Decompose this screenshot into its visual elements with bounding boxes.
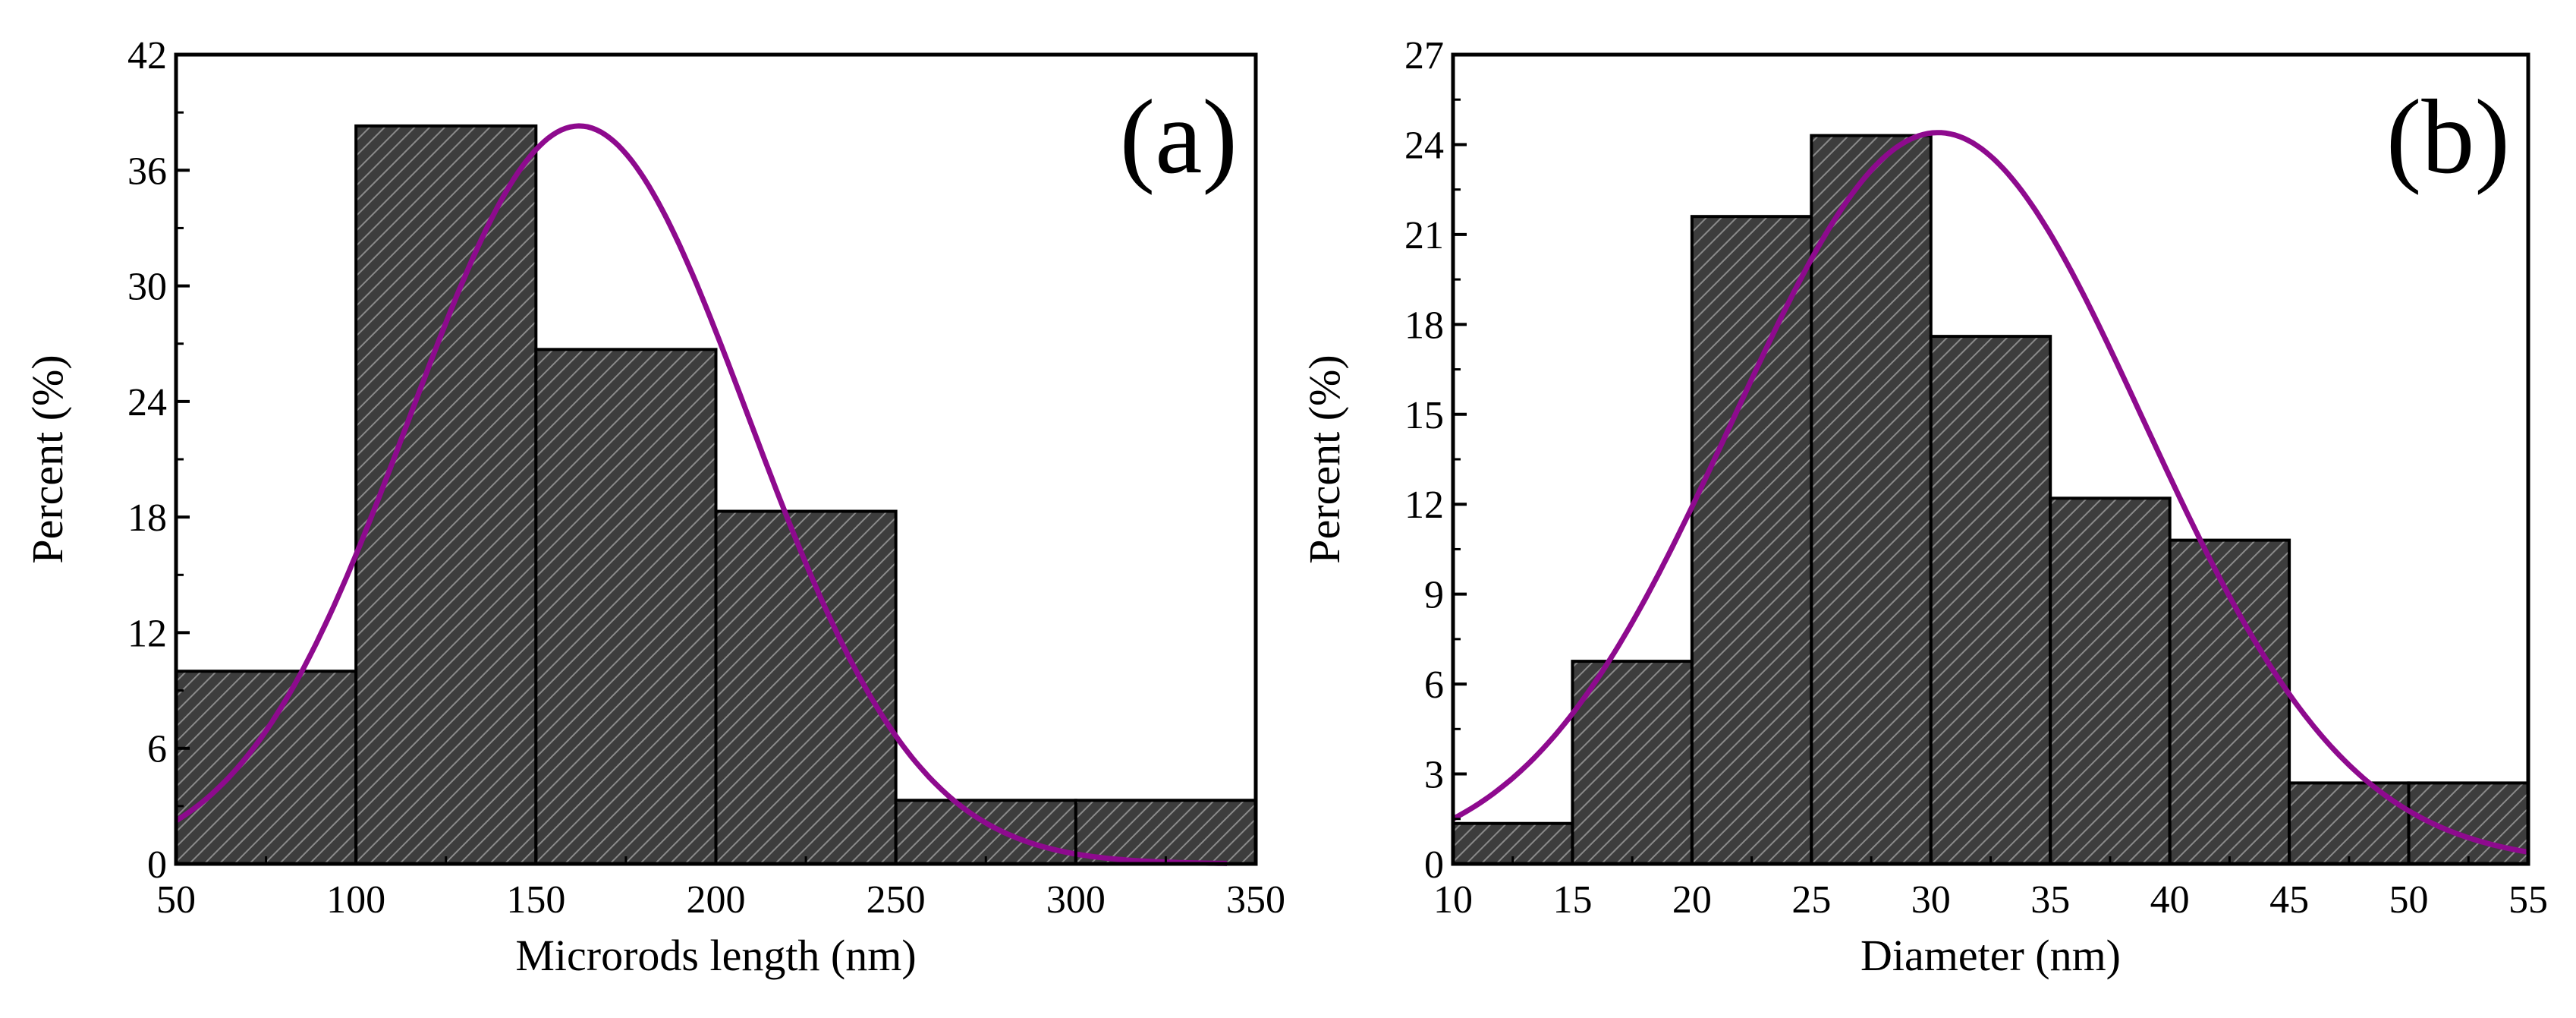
histogram-bar [175, 670, 358, 866]
y-tick-label: 24 [127, 381, 167, 424]
x-tick-label: 300 [1046, 878, 1106, 922]
x-tick-label: 55 [2508, 878, 2548, 922]
histogram-bar [894, 799, 1077, 865]
x-tick-label: 20 [1672, 878, 1712, 922]
x-axis-label-b: Diameter (nm) [1860, 931, 2121, 980]
x-tick-label: 30 [1911, 878, 1951, 922]
panel-label-b: (b) [2386, 78, 2510, 196]
gaussian-fit-curve-a [175, 123, 1228, 866]
y-tick-label: 21 [1404, 214, 1444, 257]
x-tick-label: 45 [2269, 878, 2309, 922]
y-tick-label: 0 [147, 843, 167, 887]
x-tick-label: 10 [1433, 878, 1473, 922]
y-ticks-a: 0 6 12 18 24 30 36 42 [127, 34, 190, 887]
x-tick-label: 35 [2030, 878, 2070, 922]
y-tick-label: 30 [127, 266, 167, 309]
y-tick-label: 42 [127, 34, 167, 77]
y-tick-label: 9 [1424, 574, 1444, 617]
histogram-bars-b [1452, 134, 2530, 866]
chart-panel-a: 50 100 150 200 250 300 350 0 6 12 18 24 30 36 42 Micr… [23, 34, 1285, 980]
y-tick-label: 27 [1404, 34, 1444, 77]
x-tick-label: 50 [156, 878, 196, 922]
y-tick-label: 12 [127, 612, 167, 655]
y-tick-label: 6 [147, 728, 167, 771]
gaussian-fit-curve-b [1452, 130, 2529, 855]
chart-panel-b: 10 15 20 25 30 35 40 45 50 55 0 3 6 9 12 15 18 21 24 27 Di… [1300, 34, 2548, 980]
x-tick-label: 150 [506, 878, 565, 922]
histogram-bar [1929, 335, 2052, 865]
histogram-bars-a [175, 124, 1258, 866]
y-axis-label-a: Percent (%) [23, 355, 72, 563]
x-tick-label: 25 [1791, 878, 1831, 922]
x-tick-label: 200 [687, 878, 746, 922]
x-tick-label: 100 [326, 878, 385, 922]
x-tick-label: 40 [2150, 878, 2190, 922]
panel-label-a: (a) [1120, 78, 1238, 196]
y-tick-label: 6 [1424, 663, 1444, 707]
x-tick-label: 350 [1226, 878, 1285, 922]
y-tick-label: 18 [127, 496, 167, 540]
histogram-bar [1074, 799, 1258, 865]
y-axis-label-b: Percent (%) [1300, 355, 1349, 563]
x-tick-label: 250 [867, 878, 926, 922]
y-tick-label: 24 [1404, 124, 1444, 167]
histogram-bar [534, 348, 718, 866]
histogram-bar [1690, 215, 1813, 865]
x-ticks-b: 10 15 20 25 30 35 40 45 50 55 [1433, 850, 2548, 922]
histogram-bar [1810, 134, 1933, 866]
histogram-bar [354, 124, 538, 865]
y-tick-label: 3 [1424, 754, 1444, 797]
histogram-bar [2049, 496, 2172, 865]
x-ticks-a: 50 100 150 200 250 300 350 [156, 850, 1285, 922]
y-tick-label: 0 [1424, 843, 1444, 887]
y-tick-label: 12 [1404, 484, 1444, 527]
y-tick-label: 36 [127, 150, 167, 193]
y-tick-label: 18 [1404, 304, 1444, 347]
x-axis-label-a: Microrods length (nm) [515, 931, 916, 980]
x-tick-label: 15 [1552, 878, 1592, 922]
y-tick-label: 15 [1404, 394, 1444, 437]
x-tick-label: 50 [2389, 878, 2429, 922]
y-ticks-b: 0 3 6 9 12 15 18 21 24 27 [1404, 34, 1467, 887]
histogram-bar [2168, 538, 2291, 865]
histogram-bar [2288, 781, 2411, 866]
